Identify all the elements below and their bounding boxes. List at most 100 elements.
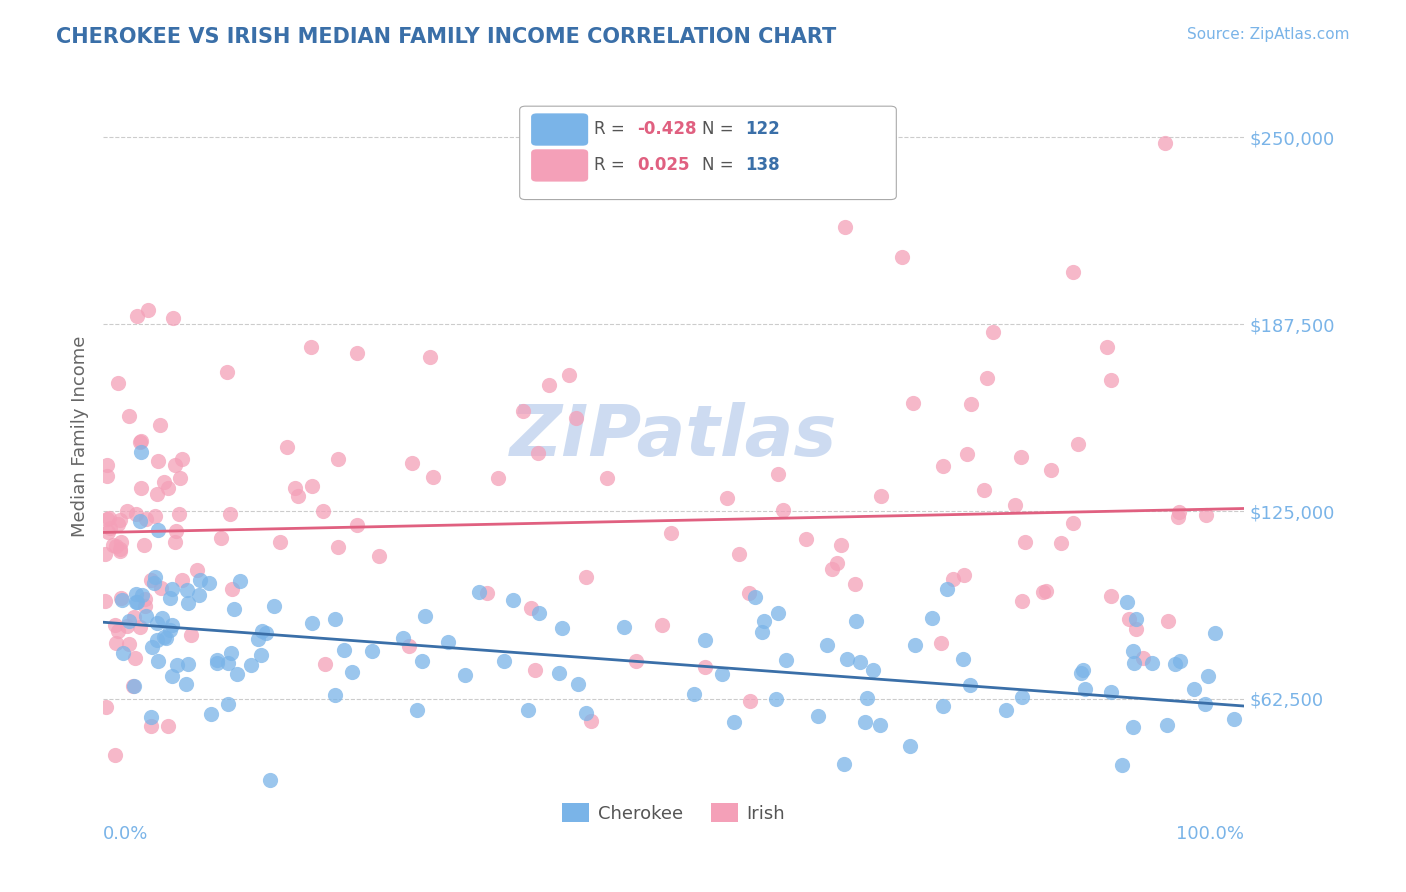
Point <box>1153 136 1175 151</box>
Point <box>994 703 1017 717</box>
Point <box>942 573 965 587</box>
Point <box>122 610 145 624</box>
Point <box>411 654 433 668</box>
Point <box>1032 584 1054 599</box>
Point <box>176 583 198 598</box>
Point <box>392 632 415 646</box>
Point <box>155 631 177 645</box>
Point <box>197 575 219 590</box>
Point <box>115 504 138 518</box>
Point <box>1157 614 1180 628</box>
Point <box>1062 265 1084 279</box>
Point <box>849 655 872 669</box>
Point <box>695 659 717 673</box>
Point <box>104 747 127 762</box>
Point <box>135 511 157 525</box>
Point <box>952 568 974 582</box>
Point <box>752 615 775 629</box>
Point <box>921 611 943 625</box>
Point <box>157 719 180 733</box>
Point <box>101 538 124 552</box>
Point <box>567 676 589 690</box>
Point <box>453 668 475 682</box>
Point <box>150 611 173 625</box>
Point <box>108 544 131 558</box>
Point <box>312 504 335 518</box>
Point <box>346 345 368 359</box>
Point <box>166 657 188 672</box>
Point <box>159 591 181 605</box>
Point <box>299 340 322 354</box>
Point <box>122 680 145 694</box>
Text: CHEROKEE VS IRISH MEDIAN FAMILY INCOME CORRELATION CHART: CHEROKEE VS IRISH MEDIAN FAMILY INCOME C… <box>56 27 837 46</box>
Point <box>159 623 181 637</box>
Point <box>856 691 879 706</box>
Point <box>436 635 458 649</box>
Point <box>527 606 550 620</box>
Point <box>160 618 183 632</box>
Text: 0.0%: 0.0% <box>103 824 149 843</box>
Point <box>1111 758 1133 772</box>
Point <box>844 576 866 591</box>
Point <box>169 471 191 485</box>
Point <box>835 651 858 665</box>
Point <box>1014 535 1036 549</box>
Point <box>613 620 636 634</box>
Point <box>128 620 150 634</box>
Point <box>112 647 135 661</box>
Point <box>259 772 281 787</box>
Point <box>1070 666 1092 681</box>
Point <box>1011 594 1033 608</box>
Point <box>834 220 856 235</box>
Point <box>250 624 273 638</box>
Point <box>110 591 132 605</box>
Point <box>217 657 239 671</box>
Point <box>162 311 184 326</box>
Point <box>117 619 139 633</box>
Point <box>97 511 120 525</box>
Point <box>118 614 141 628</box>
Point <box>143 570 166 584</box>
Point <box>209 531 232 545</box>
Point <box>932 699 955 714</box>
Point <box>711 666 734 681</box>
Point <box>94 594 117 608</box>
Point <box>163 535 186 549</box>
Point <box>129 434 152 448</box>
Point <box>217 365 239 379</box>
Point <box>247 632 270 646</box>
Point <box>695 633 717 648</box>
Point <box>575 570 598 584</box>
Point <box>141 640 163 654</box>
Point <box>157 481 180 495</box>
Point <box>550 621 572 635</box>
Point <box>723 715 745 730</box>
Point <box>775 653 797 667</box>
Point <box>97 525 120 540</box>
Point <box>1099 589 1122 603</box>
Point <box>1101 685 1123 699</box>
Point <box>187 588 209 602</box>
Point <box>976 371 998 385</box>
FancyBboxPatch shape <box>531 149 588 182</box>
Point <box>825 556 848 570</box>
Point <box>217 697 239 711</box>
Point <box>1062 516 1084 530</box>
Point <box>146 454 169 468</box>
Text: Source: ZipAtlas.com: Source: ZipAtlas.com <box>1187 27 1350 42</box>
Point <box>547 665 569 680</box>
Point <box>328 452 350 467</box>
Point <box>794 532 817 546</box>
Point <box>96 458 118 472</box>
Point <box>104 618 127 632</box>
Point <box>129 481 152 495</box>
Point <box>422 470 444 484</box>
Point <box>398 639 420 653</box>
Point <box>419 351 441 365</box>
Point <box>314 657 336 672</box>
Point <box>276 440 298 454</box>
Point <box>263 599 285 614</box>
Point <box>221 582 243 596</box>
Point <box>1004 498 1026 512</box>
Point <box>100 521 122 535</box>
